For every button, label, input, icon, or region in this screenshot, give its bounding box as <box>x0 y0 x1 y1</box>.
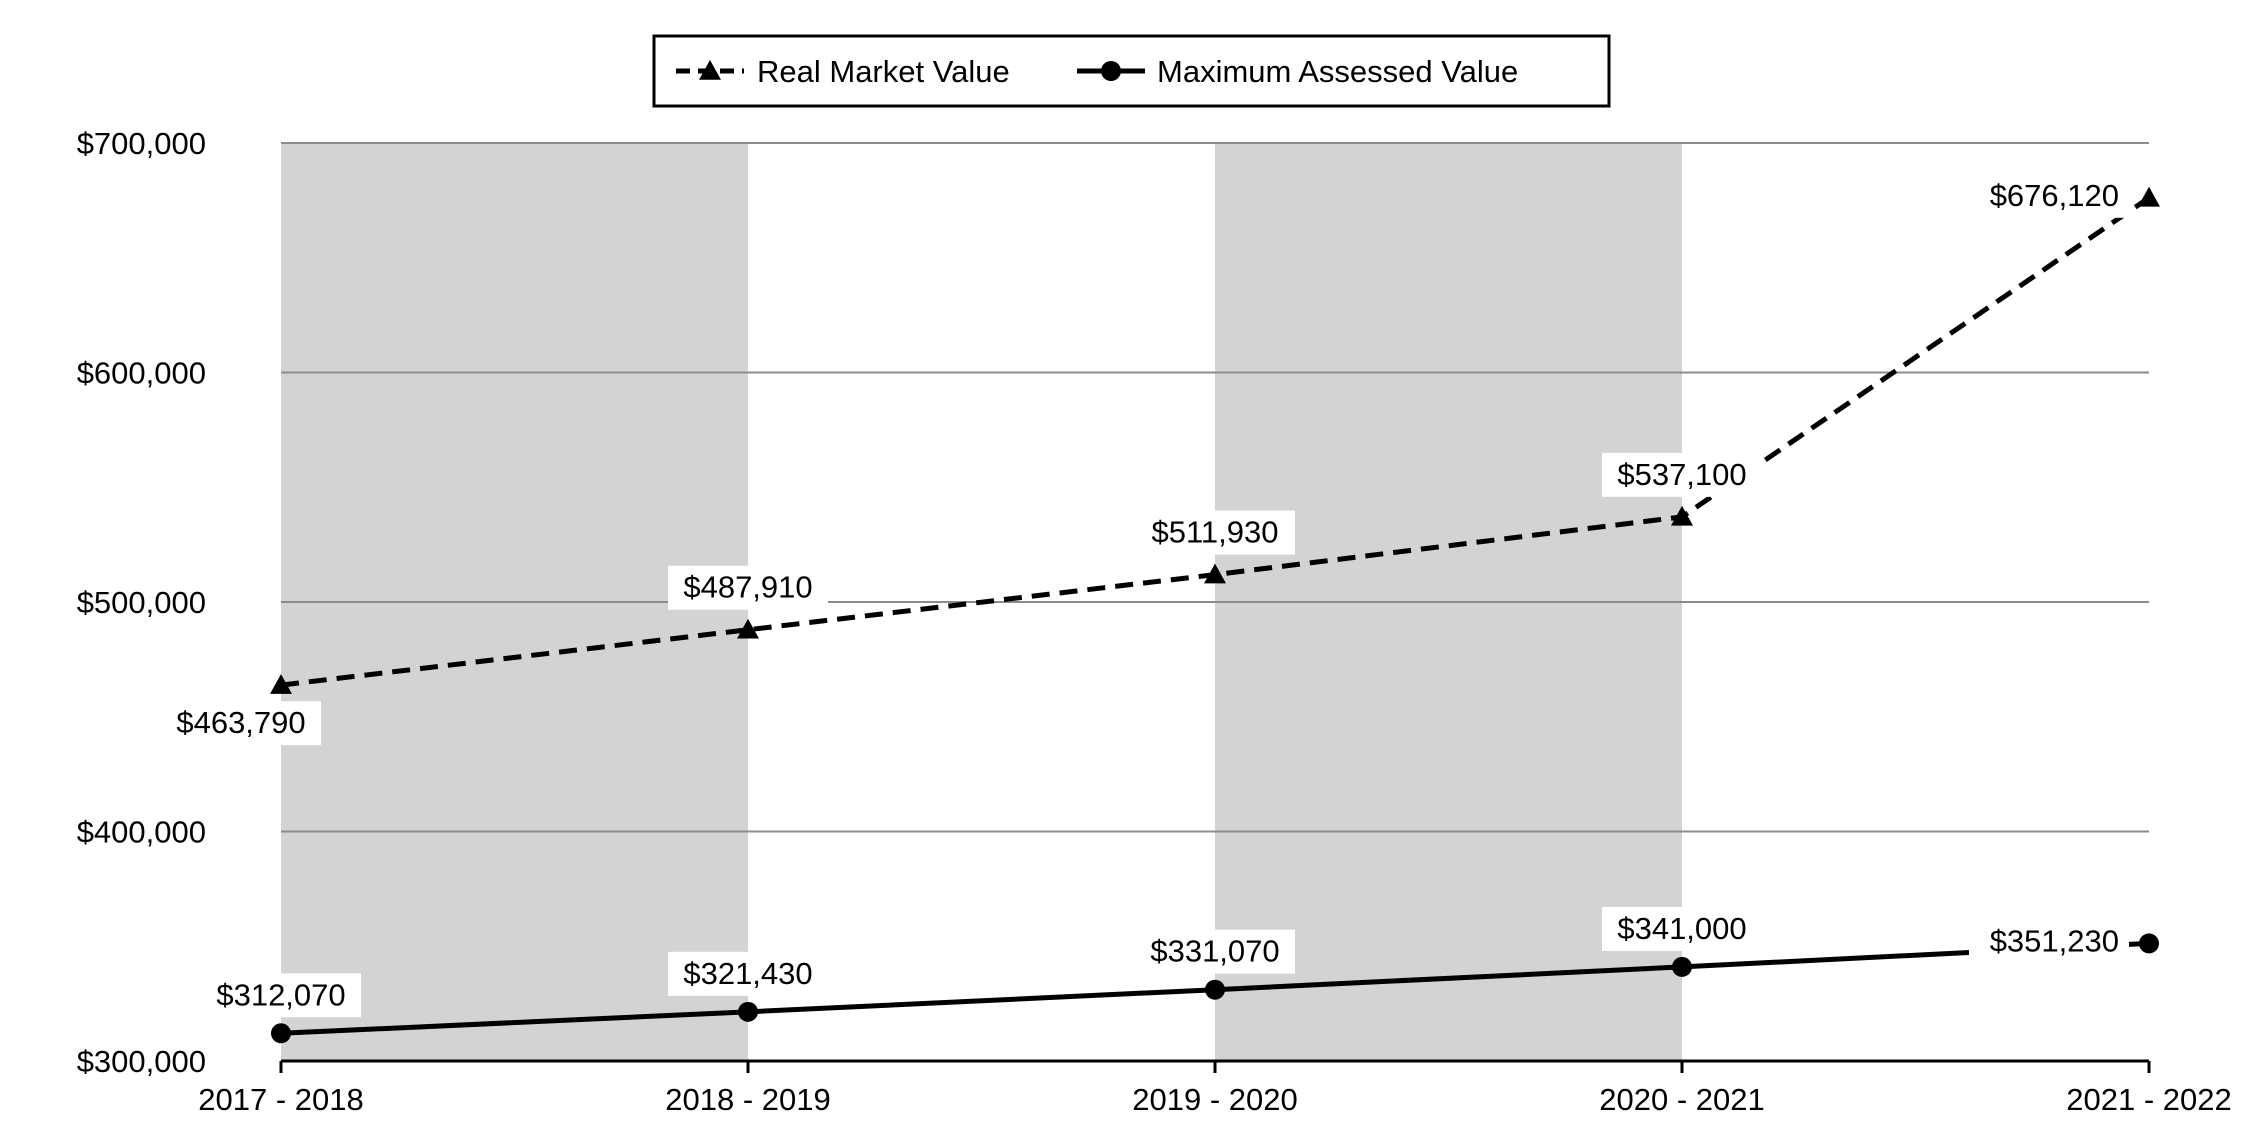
y-tick-label: $300,000 <box>77 1044 206 1079</box>
legend: Real Market Value Maximum Assessed Value <box>652 34 1611 108</box>
data-label: $351,230 <box>1990 923 2119 958</box>
circle-marker <box>271 1023 291 1044</box>
y-tick-label: $500,000 <box>77 585 206 620</box>
circle-marker <box>2139 933 2159 954</box>
data-label-bg <box>161 701 321 746</box>
triangle-marker <box>2138 186 2160 207</box>
data-label-bg <box>1135 929 1295 974</box>
circle-marker <box>1101 61 1121 81</box>
data-label: $487,910 <box>683 570 812 605</box>
data-label-bg <box>1969 173 2129 218</box>
data-label-bg <box>1602 906 1762 951</box>
gridlines <box>281 142 2149 833</box>
data-label: $463,790 <box>176 705 305 740</box>
data-label-bg <box>201 973 361 1018</box>
y-axis-ticks: $300,000 $400,000 $500,000 $600,000 $700,000 <box>77 126 206 1079</box>
y-tick-label: $600,000 <box>77 356 206 391</box>
data-label-bg <box>668 565 828 610</box>
triangle-marker <box>1204 563 1226 584</box>
data-label: $312,070 <box>216 977 345 1012</box>
triangle-marker <box>1671 505 1693 526</box>
data-label: $331,070 <box>1150 934 1279 969</box>
x-tick-label: 2019 - 2020 <box>1132 1082 1297 1117</box>
y-tick-label: $700,000 <box>77 126 206 161</box>
triangle-marker <box>699 60 721 80</box>
x-tick-label: 2017 - 2018 <box>198 1082 363 1117</box>
data-label: $676,120 <box>1990 178 2119 213</box>
series-group <box>270 186 2160 1044</box>
data-label: $321,430 <box>683 956 812 991</box>
data-label-bg <box>1135 510 1295 555</box>
circle-marker <box>738 1001 758 1022</box>
data-label-bg <box>1969 919 2129 964</box>
x-tick-label: 2018 - 2019 <box>665 1082 830 1117</box>
data-label: $537,100 <box>1617 457 1746 492</box>
triangle-marker <box>270 674 292 694</box>
circle-marker <box>1205 979 1225 1000</box>
y-tick-label: $400,000 <box>77 815 206 850</box>
data-label-bg <box>668 951 828 996</box>
circle-marker <box>1672 956 1692 977</box>
legend-label-real-market-value: Real Market Value <box>757 54 1010 89</box>
triangle-marker <box>737 618 759 639</box>
data-labels: $463,790 $487,910 $511,930 $537,100 $676,120… <box>161 173 2129 1018</box>
x-tick-label: 2020 - 2021 <box>1599 1082 1764 1117</box>
x-tick-label: 2021 - 2022 <box>2066 1082 2231 1117</box>
data-label: $341,000 <box>1617 911 1746 946</box>
data-label-bg <box>1602 452 1762 497</box>
legend-label-maximum-assessed-value: Maximum Assessed Value <box>1157 54 1518 89</box>
x-axis: 2017 - 2018 2018 - 2019 2019 - 2020 2020 - … <box>198 1059 2232 1117</box>
data-label: $511,930 <box>1152 515 1279 550</box>
